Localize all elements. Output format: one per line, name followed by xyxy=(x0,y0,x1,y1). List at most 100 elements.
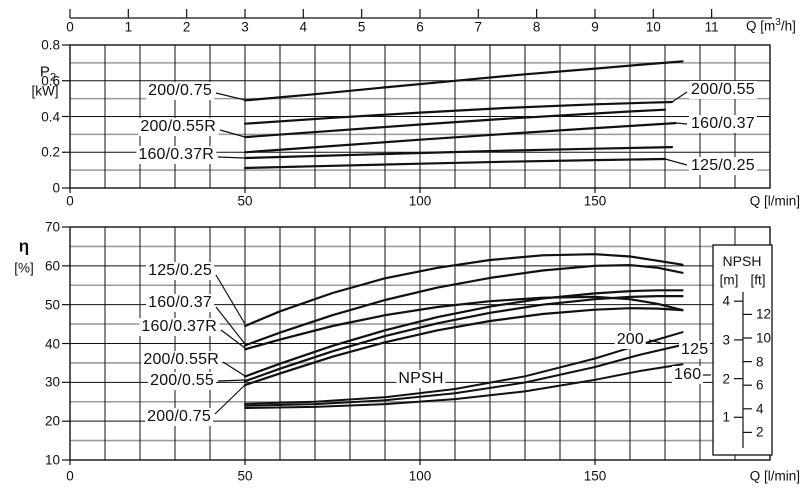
top-x-tick-label: 9 xyxy=(591,19,599,35)
power-label-leader xyxy=(217,156,246,159)
eff-y-tick-label: 60 xyxy=(44,258,60,274)
npsh-unit-ft: [ft] xyxy=(750,272,766,288)
npsh-m-tick-label: 4 xyxy=(722,293,730,309)
power-label-leader xyxy=(219,129,246,138)
eff-curve-label: 200/0.75 xyxy=(145,408,213,426)
eff-curve-label: 200/0.55 xyxy=(148,372,216,390)
npsh-scale-title: NPSH xyxy=(722,253,762,269)
power-label-leader xyxy=(215,92,246,101)
top-x-tick-label: 7 xyxy=(474,19,483,35)
npsh-ft-tick-label: 10 xyxy=(756,330,772,346)
eff-curve-label: 160 xyxy=(672,366,704,384)
power-curve-label: 200/0.75 xyxy=(146,82,214,100)
bottom-axis-unit-eff: Q [l/min] xyxy=(749,468,800,484)
curve-npsh-125 xyxy=(244,343,684,407)
curve-power-160/0.37R xyxy=(243,146,674,160)
eff-y-tick-label: 70 xyxy=(44,219,60,235)
npsh-ft-tick-label: 8 xyxy=(756,353,764,369)
eff-label-leader xyxy=(215,274,246,325)
eff-curve-label: 160/0.37R xyxy=(139,318,219,336)
eff-y-tick-label: 20 xyxy=(44,413,60,429)
top-x-tick-label: 3 xyxy=(241,19,249,35)
power-y-tick-label: 0 xyxy=(52,180,60,196)
top-axis-unit-suffix: /h] xyxy=(780,18,796,34)
eff-label-leader xyxy=(215,306,246,345)
eff-y-tick-label: 10 xyxy=(44,452,60,468)
efficiency-axis-label: η xyxy=(18,236,30,256)
power-curve-label: 200/0.55 xyxy=(689,81,757,99)
top-axis-unit-prefix: Q [m xyxy=(746,18,776,34)
top-x-tick-label: 11 xyxy=(704,19,719,35)
power-axis-label-main: P xyxy=(39,63,50,81)
curve-eff-125/0.25 xyxy=(243,253,684,328)
power-x-tick-label: 50 xyxy=(237,193,253,209)
eff-y-tick-label: 40 xyxy=(44,335,60,351)
npsh-m-tick-label: 2 xyxy=(722,370,730,386)
power-y-tick-label: 0.6 xyxy=(41,73,60,88)
top-x-tick-label: 6 xyxy=(416,19,424,35)
eff-label-leader xyxy=(222,361,246,377)
eff-curve-label: NPSH xyxy=(396,370,446,388)
top-x-tick-label: 8 xyxy=(532,19,541,35)
curve-eff-160/0.37 xyxy=(243,264,684,347)
top-x-tick-label: 10 xyxy=(645,19,661,35)
npsh-m-tick-label: 1 xyxy=(722,409,730,425)
eff-label-leader xyxy=(220,329,246,349)
eff-label-leader xyxy=(648,339,662,344)
eff-curve-label: 200/0.55R xyxy=(141,351,221,369)
power-x-tick-label: 150 xyxy=(583,193,607,209)
power-label-leader xyxy=(675,122,688,125)
power-y-tick-label: 0.8 xyxy=(41,37,60,53)
eff-label-leader xyxy=(214,383,247,415)
efficiency-axis-unit: [%] xyxy=(14,260,34,276)
npsh-ft-tick-label: 2 xyxy=(756,424,764,440)
power-x-tick-label: 0 xyxy=(66,193,74,209)
eff-label-leader xyxy=(217,379,246,382)
curve-power-200/0.55R xyxy=(243,108,667,139)
top-x-tick-label: 0 xyxy=(66,19,74,35)
curve-eff-200/0.55 xyxy=(243,295,684,383)
power-curve-label: 160/0.37R xyxy=(136,146,216,164)
eff-x-tick-label: 100 xyxy=(408,468,432,484)
eff-curve-label: 125/0.25 xyxy=(146,262,214,280)
bottom-axis-unit-power: Q [l/min] xyxy=(749,193,800,209)
top-x-tick-label: 5 xyxy=(357,19,366,35)
top-x-tick-label: 4 xyxy=(299,19,308,35)
power-axis-label: P2 xyxy=(39,63,56,84)
power-curve-label: 200/0.55R xyxy=(138,118,218,136)
power-x-tick-label: 100 xyxy=(408,193,432,209)
power-axis-unit: [kW] xyxy=(31,83,59,99)
curve-power-200/0.55 xyxy=(243,100,674,125)
power-curve-label: 125/0.25 xyxy=(689,157,757,175)
top-x-tick-label: 2 xyxy=(182,19,191,35)
top-axis-unit: Q [m3/h] xyxy=(746,16,796,34)
eff-x-tick-label: 50 xyxy=(237,468,253,484)
curve-power-160/0.37 xyxy=(243,121,677,154)
npsh-unit-m: [m] xyxy=(719,272,739,288)
eff-y-tick-label: 50 xyxy=(44,296,60,312)
power-axis-label-sub: 2 xyxy=(49,71,57,84)
npsh-ft-tick-label: 12 xyxy=(756,306,772,322)
eff-x-tick-label: 0 xyxy=(66,468,74,484)
top-axis-unit-sup: 3 xyxy=(775,16,781,28)
curve-power-200/0.75 xyxy=(243,60,684,102)
eff-curve-label: 200 xyxy=(614,331,646,349)
curve-eff-200/0.55R xyxy=(243,289,684,378)
npsh-m-tick-label: 3 xyxy=(722,332,730,348)
eff-curve-label: 160/0.37 xyxy=(146,294,214,312)
power-label-leader xyxy=(671,91,688,103)
npsh-ft-tick-label: 6 xyxy=(756,377,764,393)
eff-curve-label: 125 xyxy=(679,341,711,359)
power-y-tick-label: 0.2 xyxy=(41,144,60,160)
curve-power-125/0.25 xyxy=(243,157,667,170)
power-y-tick-label: 0.4 xyxy=(41,108,60,124)
top-x-tick-label: 1 xyxy=(124,19,133,35)
eff-x-tick-label: 150 xyxy=(583,468,607,484)
npsh-ft-tick-label: 4 xyxy=(756,401,764,417)
power-label-leader xyxy=(664,158,688,166)
curve-npsh-160 xyxy=(244,363,684,409)
curve-eff-160/0.37R xyxy=(243,295,684,351)
power-curve-label: 160/0.37 xyxy=(689,115,757,133)
